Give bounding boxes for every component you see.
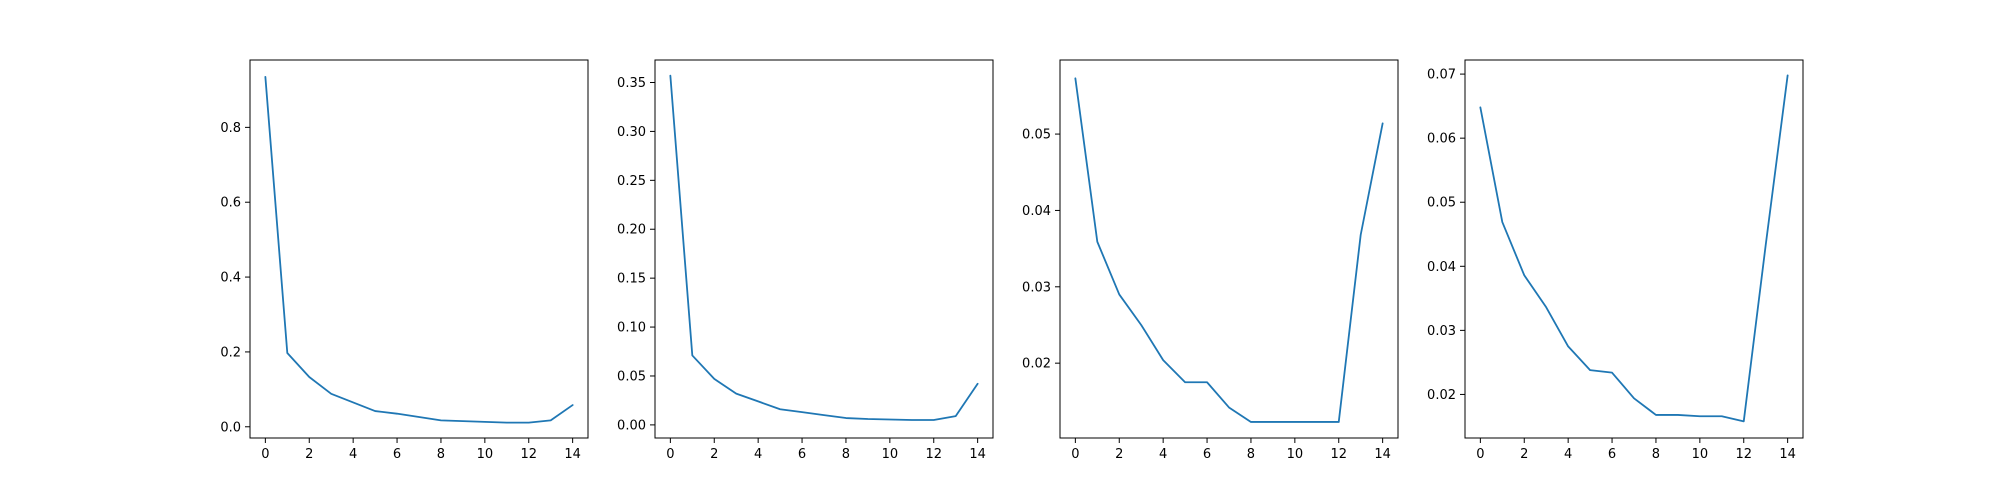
chart-panel-3: 0 2 4 6 8 10 12 14 0.02 0.03 0.04 0.05: [1022, 59, 1399, 462]
y-tick-label: 0.10: [617, 321, 646, 336]
x-tick-label: 10: [477, 447, 494, 462]
x-tick-label: 8: [1652, 447, 1660, 462]
y-tick-label: 0.2: [220, 345, 241, 360]
x-tick-label: 10: [1287, 447, 1304, 462]
x-tick-label: 10: [1692, 447, 1709, 462]
y-tick-label: 0.25: [617, 174, 646, 189]
chart-panel-4: 0 2 4 6 8 10 12 14 0.02 0.03 0.04 0.05 0.06 0.07: [1427, 59, 1804, 462]
x-tick-label: 8: [842, 447, 850, 462]
x-tick-label: 14: [1374, 447, 1391, 462]
y-tick-label: 0.06: [1427, 132, 1456, 147]
y-tick-label: 0.03: [1427, 324, 1456, 339]
x-tick-label: 6: [798, 447, 806, 462]
y-tick-label: 0.6: [220, 196, 241, 211]
axes-frame: [249, 59, 589, 439]
series-line-1: [1074, 77, 1384, 423]
x-tick-label: 8: [437, 447, 445, 462]
series-line-1: [264, 75, 574, 424]
y-tick-label: 0.05: [617, 369, 646, 384]
x-tick-label: 12: [1330, 447, 1347, 462]
axes-frame: [654, 59, 994, 439]
y-tick-label: 0.05: [1427, 196, 1456, 211]
x-tick-label: 6: [393, 447, 401, 462]
x-tick-label: 0: [261, 447, 269, 462]
x-tick-label: 6: [1608, 447, 1616, 462]
y-tick-label: 0.15: [617, 272, 646, 287]
x-tick-label: 0: [666, 447, 674, 462]
x-tick-label: 12: [520, 447, 537, 462]
y-tick-label: 0.05: [1022, 128, 1051, 143]
x-tick-label: 4: [1159, 447, 1167, 462]
y-tick-label: 0.00: [617, 418, 646, 433]
x-tick-label: 0: [1071, 447, 1079, 462]
series-line-1: [669, 74, 979, 421]
x-tick-label: 0: [1476, 447, 1484, 462]
y-tick-label: 0.04: [1022, 204, 1051, 219]
x-tick-label: 12: [925, 447, 942, 462]
chart-panel-1: 0 2 4 6 8 10 12 14 0.0 0.2 0.4 0.6 0.8: [220, 59, 589, 462]
y-tick-label: 0.04: [1427, 260, 1456, 275]
x-tick-label: 14: [969, 447, 986, 462]
x-tick-label: 10: [882, 447, 899, 462]
x-tick-label: 14: [1779, 447, 1796, 462]
y-tick-label: 0.0: [220, 420, 241, 435]
x-tick-label: 6: [1203, 447, 1211, 462]
axes-frame: [1464, 59, 1804, 439]
x-tick-label: 4: [754, 447, 762, 462]
y-tick-label: 0.30: [617, 125, 646, 140]
y-tick-label: 0.02: [1022, 357, 1051, 372]
x-tick-label: 2: [305, 447, 313, 462]
x-tick-label: 12: [1735, 447, 1752, 462]
y-tick-label: 0.02: [1427, 388, 1456, 403]
axes-frame: [1059, 59, 1399, 439]
y-tick-label: 0.20: [617, 223, 646, 238]
x-tick-label: 2: [1115, 447, 1123, 462]
y-tick-label: 0.35: [617, 76, 646, 91]
y-tick-label: 0.8: [220, 121, 241, 136]
y-tick-label: 0.03: [1022, 280, 1051, 295]
series-line-1: [1479, 74, 1789, 423]
x-tick-label: 2: [1520, 447, 1528, 462]
x-tick-label: 8: [1247, 447, 1255, 462]
y-tick-label: 0.07: [1427, 68, 1456, 83]
y-tick-label: 0.4: [220, 271, 241, 286]
x-tick-label: 14: [564, 447, 581, 462]
x-tick-label: 4: [349, 447, 357, 462]
chart-panel-2: 0 2 4 6 8 10 12 14 0.00 0.05 0.10 0.15 0.20 0.25 0.30 0…: [617, 59, 994, 462]
x-tick-label: 2: [710, 447, 718, 462]
x-tick-label: 4: [1564, 447, 1572, 462]
